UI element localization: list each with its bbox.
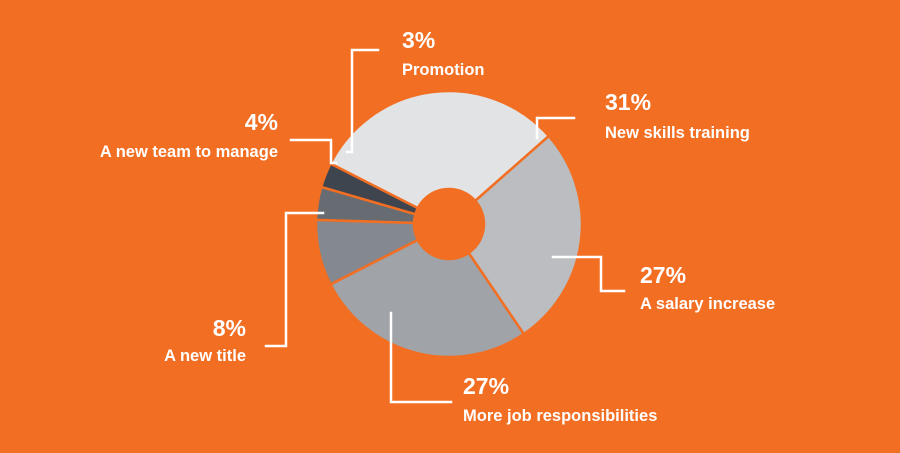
slice-a-salary-increase: [467, 134, 584, 336]
leader-new-team: [289, 138, 338, 165]
leader-new-skills: [535, 116, 576, 140]
label-value-new-skills: 31%: [605, 89, 651, 115]
label-value-promotion: 3%: [402, 27, 435, 53]
label-value-salary-increase: 27%: [640, 262, 686, 288]
label-value-new-title: 8%: [213, 315, 246, 341]
leader-salary-increase: [551, 255, 626, 293]
label-name-salary-increase: A salary increase: [640, 295, 775, 313]
slice-more-job-responsibilities: [329, 238, 526, 359]
donut-slices: [314, 89, 584, 359]
label-leader-lines: [264, 48, 626, 404]
slice-new-skills-training: [329, 89, 551, 210]
label-value-more-responsibilities: 27%: [463, 373, 509, 399]
leader-more-responsibilities: [389, 311, 453, 404]
label-name-more-responsibilities: More job responsibilities: [463, 407, 657, 425]
leader-new-title: [264, 211, 325, 348]
leader-promotion: [345, 48, 380, 154]
label-value-new-team: 4%: [245, 109, 278, 135]
label-name-new-team: A new team to manage: [100, 143, 278, 161]
label-name-new-skills: New skills training: [605, 124, 750, 142]
label-name-new-title: A new title: [164, 347, 246, 365]
label-name-promotion: Promotion: [402, 61, 485, 79]
slice-labels: 3% Promotion 4% A new team to manage 8% …: [100, 27, 775, 425]
slice-promotion: [320, 162, 420, 216]
